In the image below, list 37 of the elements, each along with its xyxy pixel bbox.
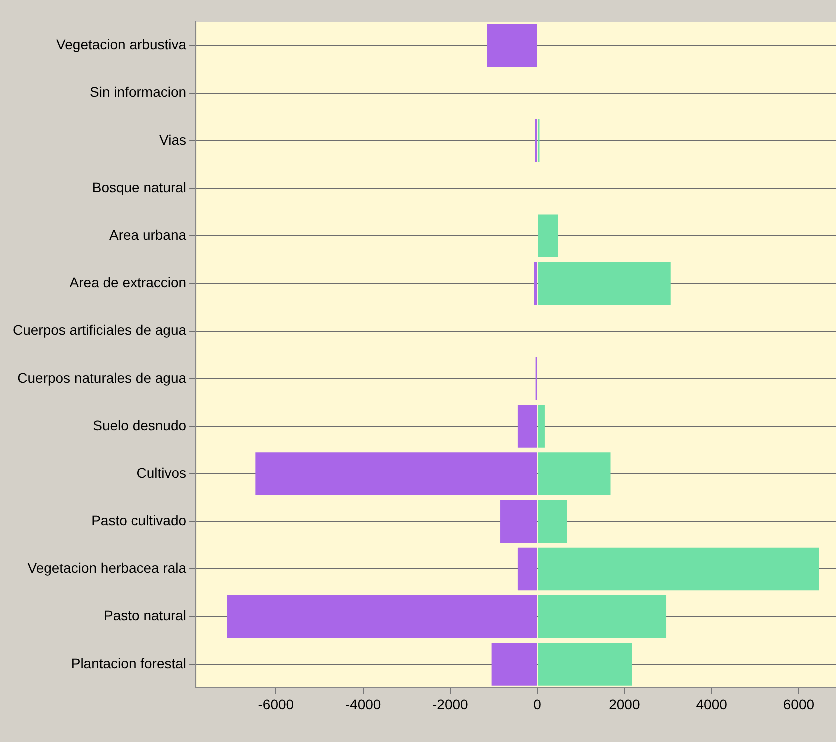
y-tick-label: Suelo desnudo bbox=[93, 417, 187, 434]
y-tick-label: Pasto cultivado bbox=[92, 512, 187, 529]
bar bbox=[538, 262, 671, 306]
bar bbox=[500, 500, 538, 544]
x-tick-label: 0 bbox=[534, 696, 542, 712]
bar bbox=[487, 24, 538, 68]
y-tick-label: Area urbana bbox=[109, 226, 187, 243]
x-tick-label: -6000 bbox=[258, 696, 294, 712]
bar bbox=[256, 452, 538, 496]
y-tick-label: Pasto natural bbox=[104, 608, 187, 624]
bar bbox=[518, 548, 538, 591]
x-tick-label: -4000 bbox=[345, 696, 382, 712]
y-tick-label: Vias bbox=[160, 132, 187, 148]
x-tick-label: -2000 bbox=[432, 696, 469, 712]
bar bbox=[538, 405, 545, 448]
y-tick-label: Cuerpos artificiales de agua bbox=[12, 322, 187, 338]
y-tick-label: Area de extraccion bbox=[70, 274, 187, 291]
y-tick-label: Cuerpos naturales de agua bbox=[18, 370, 187, 386]
bar bbox=[227, 595, 538, 638]
x-tick-label: 4000 bbox=[696, 696, 728, 712]
bar bbox=[538, 595, 667, 638]
y-tick-label: Plantacion forestal bbox=[71, 655, 187, 672]
bar bbox=[538, 642, 632, 686]
y-tick-label: Cultivos bbox=[136, 464, 187, 481]
bar bbox=[492, 642, 538, 686]
y-tick-label: Vegetacion herbacea rala bbox=[28, 560, 187, 576]
bar bbox=[518, 405, 538, 448]
bar bbox=[538, 214, 558, 258]
bar bbox=[538, 452, 611, 496]
x-tick-label: 2000 bbox=[609, 696, 640, 712]
bar bbox=[538, 500, 568, 544]
x-tick-label: 6000 bbox=[783, 696, 815, 712]
y-tick-label: Bosque natural bbox=[92, 179, 187, 196]
bar bbox=[534, 262, 538, 306]
y-tick-label: Sin informacion bbox=[90, 84, 187, 100]
y-tick-label: Vegetacion arbustiva bbox=[56, 36, 187, 53]
bar bbox=[538, 548, 820, 591]
